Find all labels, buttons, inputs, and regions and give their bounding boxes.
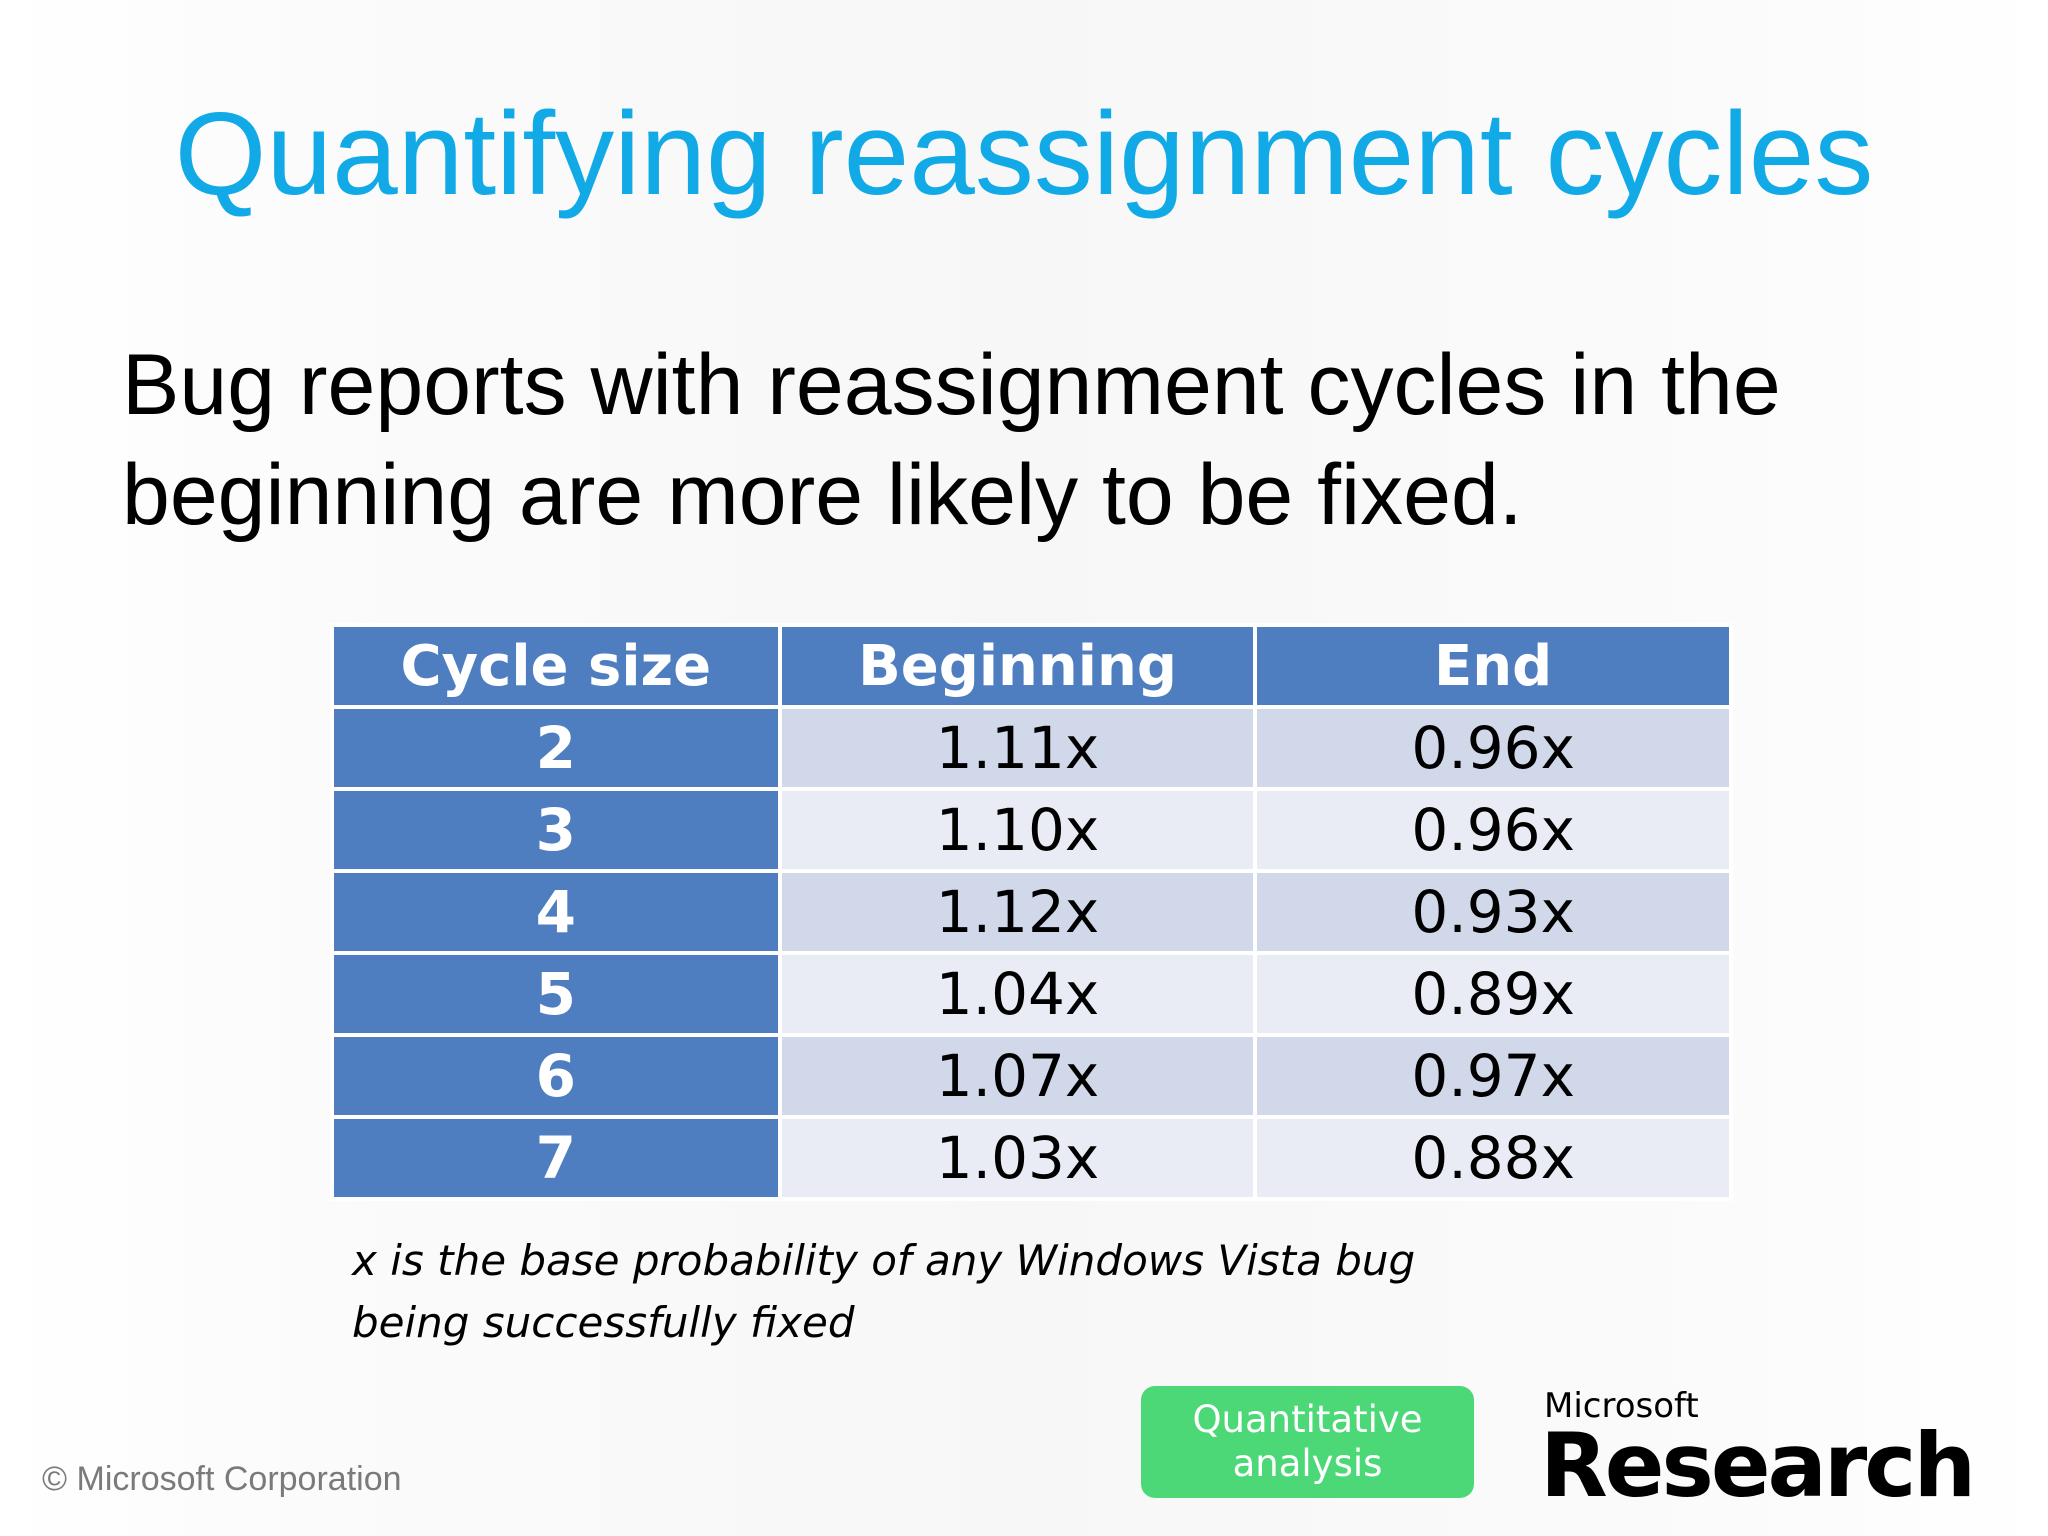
header-cycle-size: Cycle size [330,623,782,709]
beginning-cell: 1.12x [777,869,1258,955]
table-row: 2 1.11x 0.96x [330,705,1733,791]
end-cell: 0.89x [1253,951,1733,1037]
beginning-cell: 1.04x [777,951,1258,1037]
table-row: 3 1.10x 0.96x [330,787,1733,873]
header-end: End [1253,623,1733,709]
quantitative-analysis-badge: Quantitative analysis [1141,1386,1474,1498]
beginning-cell: 1.11x [777,705,1258,791]
end-cell: 0.96x [1253,787,1733,873]
table-row: 4 1.12x 0.93x [330,869,1733,955]
end-cell: 0.96x [1253,705,1733,791]
beginning-cell: 1.03x [777,1115,1258,1201]
beginning-cell: 1.10x [777,787,1258,873]
header-beginning: Beginning [777,623,1258,709]
badge-line-1: Quantitative [1192,1398,1423,1441]
results-table: Cycle size Beginning End 2 1.11x 0.96x 3… [330,623,1733,1201]
cycle-size-cell: 4 [330,869,782,955]
beginning-cell: 1.07x [777,1033,1258,1119]
table-row: 7 1.03x 0.88x [330,1115,1733,1201]
footnote: x is the base probability of any Windows… [352,1230,1552,1354]
footnote-line-2: being successfully fixed [352,1298,855,1347]
badge-line-2: analysis [1232,1442,1383,1485]
table-row: 6 1.07x 0.97x [330,1033,1733,1119]
copyright-text: © Microsoft Corporation [42,1460,402,1498]
end-cell: 0.97x [1253,1033,1733,1119]
cycle-size-cell: 3 [330,787,782,873]
cycle-size-cell: 2 [330,705,782,791]
table-header-row: Cycle size Beginning End [330,623,1733,709]
end-cell: 0.93x [1253,869,1733,955]
table-row: 5 1.04x 0.89x [330,951,1733,1037]
end-cell: 0.88x [1253,1115,1733,1201]
body-line-2: beginning are more likely to be fixed. [122,447,1523,543]
logo-microsoft-text: Microsoft [1544,1386,1699,1426]
body-line-1: Bug reports with reassignment cycles in … [122,337,1781,433]
cycle-size-cell: 6 [330,1033,782,1119]
footnote-line-1: x is the base probability of any Windows… [352,1236,1416,1285]
slide-body: Bug reports with reassignment cycles in … [122,330,1942,550]
cycle-size-cell: 5 [330,951,782,1037]
slide-title: Quantifying reassignment cycles [174,88,1874,220]
microsoft-research-logo: Microsoft Research [1540,1386,1976,1517]
cycle-size-cell: 7 [330,1115,782,1201]
logo-research-text: Research [1540,1414,1976,1517]
